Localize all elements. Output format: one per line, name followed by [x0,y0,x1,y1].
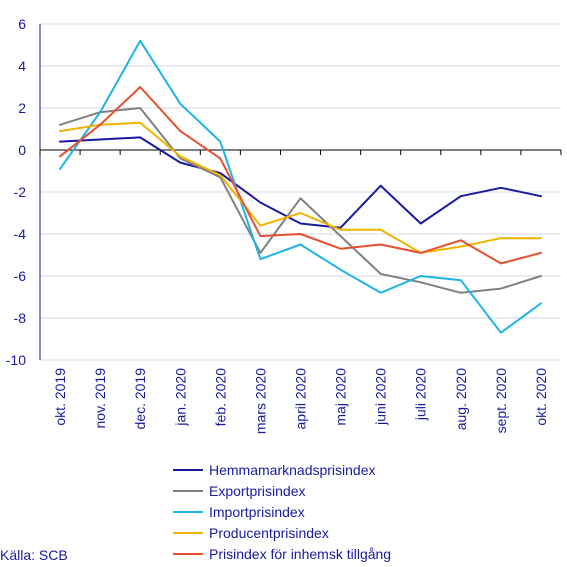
series-line [59,136,542,229]
series-line [59,121,542,254]
x-tick-label: jan. 2020 [172,368,188,427]
legend: Hemmamarknadsprisindex Exportprisindex Imp… [173,459,391,564]
legend-item: Hemmamarknadsprisindex [173,459,391,480]
y-tick-label: -10 [6,352,26,368]
legend-label: Exportprisindex [209,482,306,499]
x-tick-label: okt. 2020 [533,368,549,426]
series-lines [59,39,542,334]
series-line [59,107,542,294]
legend-label: Importprisindex [209,503,305,520]
y-tick-label: -4 [14,226,27,242]
legend-item: Exportprisindex [173,480,391,501]
y-tick-label: 4 [18,58,26,74]
legend-label: Producentprisindex [209,524,329,541]
y-tick-label: 2 [18,100,26,116]
legend-swatch [173,531,203,534]
legend-item: Prisindex för inhemsk tillgång [173,543,391,564]
line-chart: -10 -8 -6 -4 -2 0 2 4 6 okt. 2019 nov. 2019 dec. 2… [6,16,562,434]
legend-swatch [173,489,203,492]
x-tick-label: okt. 2019 [52,368,68,426]
series-line [59,39,542,334]
y-tick-label: -6 [14,268,27,284]
y-axis-ticks: -10 -8 -6 -4 -2 0 2 4 6 [6,16,26,368]
legend-item: Importprisindex [173,501,391,522]
x-tick-label: aug. 2020 [453,368,469,430]
x-tick-label: nov. 2019 [92,368,108,429]
legend-swatch [173,510,203,513]
legend-label: Prisindex för inhemsk tillgång [209,545,392,562]
series-line [59,86,542,265]
x-tick-label: juni 2020 [373,368,389,426]
x-tick-label: april 2020 [293,368,309,430]
x-tick-label: maj 2020 [333,368,349,426]
x-tick-label: feb. 2020 [212,368,228,427]
y-tick-label: 0 [18,142,26,158]
legend-swatch [173,468,203,471]
source-label: Källa: SCB [0,547,68,563]
y-tick-label: 6 [18,16,26,32]
x-tick-label: dec. 2019 [132,368,148,430]
x-axis [39,149,562,155]
legend-swatch [173,552,203,555]
legend-label: Hemmamarknadsprisindex [209,461,376,478]
y-tick-label: -2 [14,184,27,200]
y-tick-label: -8 [14,310,27,326]
x-tick-label: juli 2020 [413,368,429,421]
legend-item: Producentprisindex [173,522,391,543]
x-axis-ticks: okt. 2019 nov. 2019 dec. 2019 jan. 2020 feb.… [52,368,549,434]
x-tick-label: sept. 2020 [493,368,509,434]
x-tick-label: mars 2020 [252,368,268,434]
